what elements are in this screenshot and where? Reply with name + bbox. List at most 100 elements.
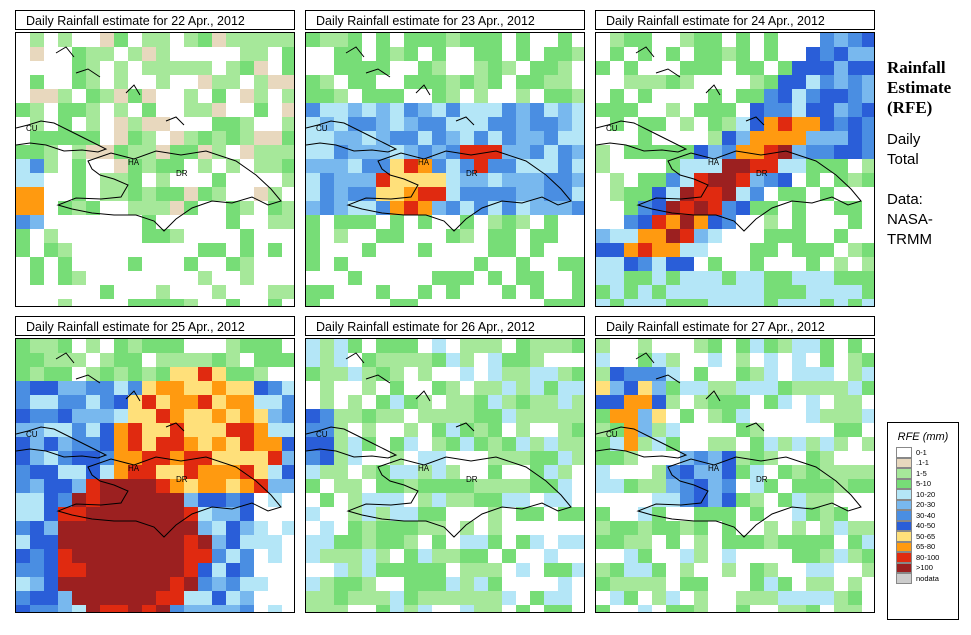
rainfall-cell	[114, 395, 128, 409]
rainfall-cell	[86, 437, 100, 451]
rainfall-cell	[516, 339, 530, 353]
rainfall-cell	[100, 437, 114, 451]
rainfall-cell	[516, 507, 530, 521]
rainfall-cell	[736, 605, 750, 612]
rainfall-cell	[404, 353, 418, 367]
rainfall-cell	[320, 89, 334, 103]
rainfall-cell	[254, 395, 268, 409]
rainfall-cell	[488, 591, 502, 605]
rainfall-cell	[226, 437, 240, 451]
rainfall-cell	[558, 563, 572, 577]
rainfall-cell	[142, 117, 156, 131]
rainfall-cell	[254, 465, 268, 479]
rainfall-cell	[474, 103, 488, 117]
rainfall-cell	[708, 173, 722, 187]
rainfall-cell	[778, 299, 792, 306]
rainfall-cell	[596, 339, 610, 353]
rainfall-cell	[362, 353, 376, 367]
rainfall-cell	[418, 117, 432, 131]
rainfall-cell	[198, 577, 212, 591]
rainfall-cell	[30, 367, 44, 381]
rainfall-cell	[432, 339, 446, 353]
rainfall-cell	[694, 507, 708, 521]
rainfall-cell	[184, 299, 198, 306]
rainfall-cell	[736, 465, 750, 479]
rainfall-cell	[226, 535, 240, 549]
rainfall-cell	[848, 423, 862, 437]
legend-item: >100	[896, 562, 958, 573]
rainfall-cell	[184, 549, 198, 563]
rainfall-cell	[306, 187, 320, 201]
rainfall-cell	[240, 409, 254, 423]
rainfall-cell	[708, 131, 722, 145]
rainfall-cell	[16, 339, 30, 353]
rainfall-cell	[694, 229, 708, 243]
rainfall-cell	[198, 479, 212, 493]
rainfall-cell	[44, 465, 58, 479]
rainfall-cell	[558, 173, 572, 187]
rainfall-cell	[254, 103, 268, 117]
rainfall-cell	[610, 271, 624, 285]
rainfall-cell	[750, 437, 764, 451]
rainfall-cell	[114, 131, 128, 145]
rainfall-cell	[16, 549, 30, 563]
rainfall-cell	[638, 409, 652, 423]
rainfall-cell	[694, 367, 708, 381]
rainfall-cell	[334, 47, 348, 61]
rainfall-cell	[834, 103, 848, 117]
rainfall-cell	[862, 479, 874, 493]
rainfall-cell	[750, 563, 764, 577]
rainfall-cell	[722, 437, 736, 451]
rainfall-cell	[638, 437, 652, 451]
rainfall-cell	[666, 243, 680, 257]
rainfall-cell	[624, 61, 638, 75]
rainfall-cell	[848, 131, 862, 145]
rainfall-cell	[156, 395, 170, 409]
rainfall-cell	[184, 381, 198, 395]
rainfall-cell	[404, 339, 418, 353]
legend-item: nodata	[896, 573, 958, 584]
rainfall-cell	[610, 257, 624, 271]
rainfall-cell	[390, 465, 404, 479]
rainfall-cell	[114, 339, 128, 353]
rainfall-cell	[348, 173, 362, 187]
rainfall-cell	[156, 353, 170, 367]
rainfall-cell	[114, 409, 128, 423]
rainfall-cell	[834, 605, 848, 612]
rainfall-cell	[488, 75, 502, 89]
rainfall-cell	[226, 381, 240, 395]
rainfall-cell	[792, 591, 806, 605]
rainfall-cell	[694, 145, 708, 159]
rainfall-cell	[30, 353, 44, 367]
rainfall-cell	[516, 159, 530, 173]
rainfall-cell	[694, 47, 708, 61]
rainfall-cell	[100, 605, 114, 612]
rainfall-cell	[390, 381, 404, 395]
rainfall-cell	[240, 257, 254, 271]
rainfall-cell	[666, 103, 680, 117]
rainfall-cell	[792, 493, 806, 507]
rainfall-cell	[334, 257, 348, 271]
rainfall-cell	[834, 507, 848, 521]
rainfall-cell	[432, 493, 446, 507]
rainfall-cell	[306, 577, 320, 591]
rainfall-cell	[184, 131, 198, 145]
rainfall-cell	[722, 563, 736, 577]
rainfall-cell	[390, 229, 404, 243]
rainfall-cell	[848, 33, 862, 47]
rainfall-cell	[530, 409, 544, 423]
rainfall-cell	[624, 409, 638, 423]
rainfall-cell	[156, 381, 170, 395]
rainfall-cell	[418, 465, 432, 479]
panel-title: Daily Rainfall estimate for 25 Apr., 201…	[15, 316, 295, 336]
rainfall-cell	[240, 577, 254, 591]
rainfall-cell	[334, 563, 348, 577]
rainfall-cell	[806, 285, 820, 299]
rainfall-cell	[722, 215, 736, 229]
rainfall-cell	[16, 479, 30, 493]
rainfall-cell	[624, 33, 638, 47]
rainfall-cell	[544, 187, 558, 201]
rainfall-cell	[282, 423, 294, 437]
rainfall-map: CU HA DR	[595, 32, 875, 307]
rainfall-cell	[44, 563, 58, 577]
